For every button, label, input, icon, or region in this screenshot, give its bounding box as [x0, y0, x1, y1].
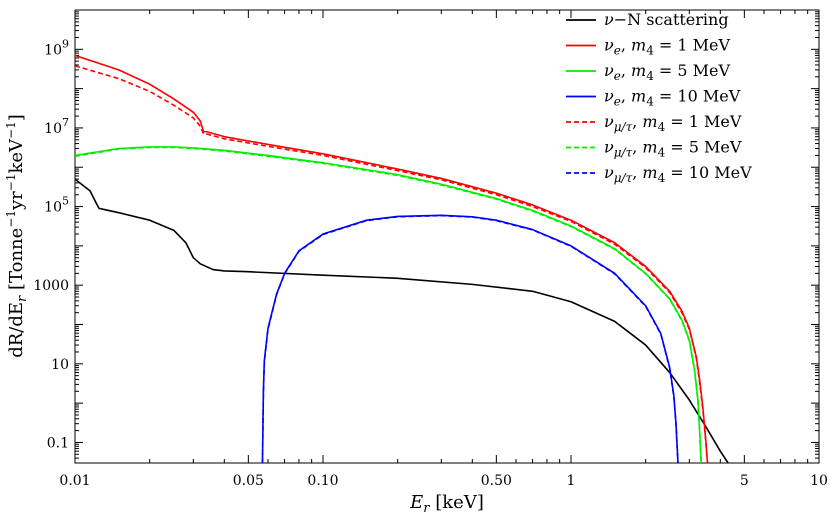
x-tick-label: 10 [810, 473, 828, 489]
plot-frame [74, 9, 820, 464]
y-axis: 0.1 10 1000 105 107 109 [33, 11, 819, 464]
legend-label-4: νe, m4 = 10 MeV [604, 87, 741, 109]
series-line-5 [75, 65, 709, 463]
series-line-1 [75, 178, 729, 463]
y-axis-title: dR/dEr [Tonne−1yr−1keV−1] [4, 114, 30, 358]
y-tick-label: 1000 [33, 278, 69, 294]
series-line-6 [75, 146, 703, 463]
y-tick-label: 105 [44, 195, 69, 216]
legend: ν−N scattering νe, m4 = 1 MeV νe, m4 = 5 M… [566, 10, 752, 185]
series-layer [75, 54, 729, 463]
legend-label-7: νμ/τ, m4 = 10 MeV [604, 163, 752, 185]
legend-label-1: ν−N scattering [604, 10, 729, 29]
series-line-7 [261, 214, 679, 463]
x-tick-label: 0.10 [307, 473, 338, 489]
x-tick-label: 1 [567, 473, 576, 489]
y-tick-label: 0.1 [47, 435, 69, 451]
x-tick-label: 0.01 [59, 473, 90, 489]
svg-text:dR/dEr [Tonne−1yr−1keV−1]: dR/dEr [Tonne−1yr−1keV−1] [4, 114, 30, 358]
series-line-4 [261, 214, 679, 463]
plot-frame-rect [74, 9, 820, 464]
x-axis-title: Er [keV] [409, 492, 484, 516]
x-tick-label: 0.05 [233, 473, 264, 489]
y-tick-label: 107 [44, 116, 69, 137]
series-line-3 [75, 146, 703, 463]
legend-label-3: νe, m4 = 5 MeV [604, 61, 731, 83]
y-tick-label: 10 [51, 357, 69, 373]
x-tick-label: 5 [740, 473, 749, 489]
x-axis: 0.01 0.05 0.10 0.50 1 5 10 [59, 10, 828, 489]
legend-label-5: νμ/τ, m4 = 1 MeV [604, 112, 742, 134]
x-tick-label: 0.50 [481, 473, 512, 489]
svg-text:Er [keV]: Er [keV] [409, 492, 484, 516]
y-tick-label: 109 [44, 37, 69, 58]
legend-label-6: νμ/τ, m4 = 5 MeV [604, 138, 742, 160]
legend-label-2: νe, m4 = 1 MeV [604, 36, 731, 58]
